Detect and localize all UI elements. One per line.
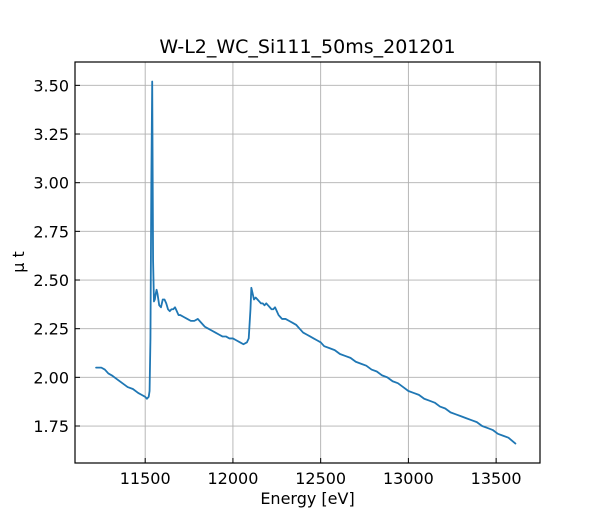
y-tick-label: 1.75 (33, 417, 69, 436)
series-line-0 (95, 80, 517, 445)
y-tick-label: 2.75 (33, 222, 69, 241)
x-tick-label: 12500 (295, 469, 346, 488)
y-axis-label: μ t (9, 251, 28, 273)
y-tick-label: 2.25 (33, 320, 69, 339)
plot-frame (74, 61, 541, 464)
x-tick-labels: 11500 12000 12500 13000 13500 (120, 469, 522, 488)
y-tick-label: 2.00 (33, 368, 69, 387)
y-tick-labels: 1.75 2.00 2.25 2.50 2.75 3.00 3.25 3.50 (33, 76, 69, 436)
x-tick-label: 11500 (120, 469, 171, 488)
chart-title: W-L2_WC_Si111_50ms_201201 (159, 36, 455, 58)
y-tick-label: 3.50 (33, 76, 69, 95)
x-axis-label: Energy [eV] (260, 489, 354, 508)
y-tick-label: 3.25 (33, 125, 69, 144)
y-tick-label: 3.00 (33, 174, 69, 193)
x-tick-label: 12000 (207, 469, 258, 488)
x-tick-label: 13000 (383, 469, 434, 488)
y-tick-label: 2.50 (33, 271, 69, 290)
series-lines (95, 80, 517, 445)
x-tick-label: 13500 (471, 469, 522, 488)
ticks (75, 84, 497, 463)
